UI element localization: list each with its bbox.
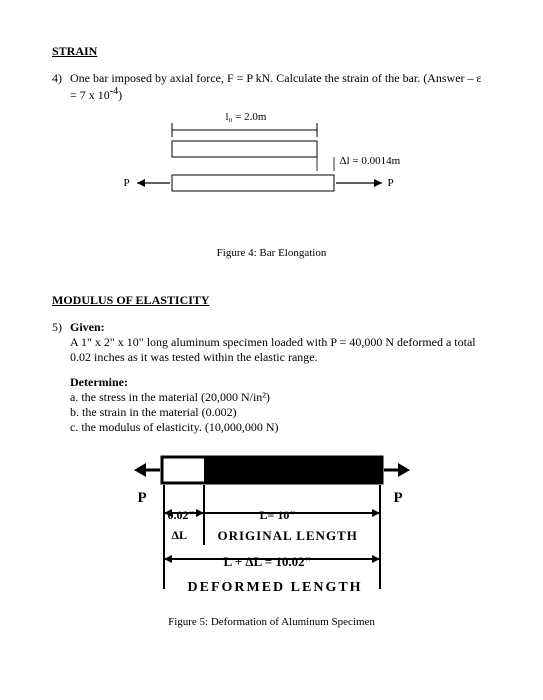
- fig5-orig: ORIGINAL LENGTH: [218, 528, 358, 544]
- given-label: Given:: [70, 320, 491, 335]
- fig5-sum: L + ΔL = 10.02": [224, 554, 312, 570]
- figure-4: l₀ = 2.0m Δl = 0.0014m P P: [122, 115, 422, 239]
- fig5-def: DEFORMED LENGTH: [188, 580, 363, 596]
- figure-5: P P 0.02" ΔL L= 10" ORIGINAL LENGTH L + …: [132, 449, 412, 608]
- fig4-p-right: P: [388, 177, 394, 189]
- fig5-p-right: P: [394, 490, 403, 507]
- fig5-p-left: P: [138, 490, 147, 507]
- strain-heading: STRAIN: [52, 44, 491, 59]
- q4-exp: -4: [110, 86, 118, 97]
- q4-text: One bar imposed by axial force, F = P kN…: [70, 71, 491, 103]
- fig4-dl-label: Δl = 0.0014m: [340, 155, 401, 167]
- figure-5-caption: Figure 5: Deformation of Aluminum Specim…: [52, 616, 491, 628]
- det-a: a. the stress in the material (20,000 N/…: [70, 390, 491, 405]
- figure-4-caption: Figure 4: Bar Elongation: [52, 247, 491, 259]
- q5-body: Given: A 1" x 2" x 10" long aluminum spe…: [70, 320, 491, 435]
- det-b: b. the strain in the material (0.002): [70, 405, 491, 420]
- q4-row: 4) One bar imposed by axial force, F = P…: [52, 71, 491, 103]
- determine-label: Determine:: [70, 375, 491, 390]
- fig5-dl-lbl: ΔL: [172, 528, 188, 543]
- q4-text-main: One bar imposed by axial force, F = P kN…: [70, 71, 482, 102]
- given-text: A 1" x 2" x 10" long aluminum specimen l…: [70, 335, 491, 365]
- page: STRAIN 4) One bar imposed by axial force…: [0, 0, 543, 658]
- q5-num: 5): [52, 320, 70, 435]
- fig5-dl-val: 0.02": [168, 508, 196, 523]
- q4-close: ): [118, 88, 122, 102]
- det-c: c. the modulus of elasticity. (10,000,00…: [70, 420, 491, 435]
- q5-row: 5) Given: A 1" x 2" x 10" long aluminum …: [52, 320, 491, 435]
- q4-num: 4): [52, 71, 70, 103]
- fig5-l-val: L= 10": [260, 508, 297, 523]
- fig4-p-left: P: [124, 177, 130, 189]
- figure-4-svg: [122, 115, 422, 235]
- fig4-lo-label: l₀ = 2.0m: [226, 111, 267, 123]
- modulus-heading: MODULUS OF ELASTICITY: [52, 293, 491, 308]
